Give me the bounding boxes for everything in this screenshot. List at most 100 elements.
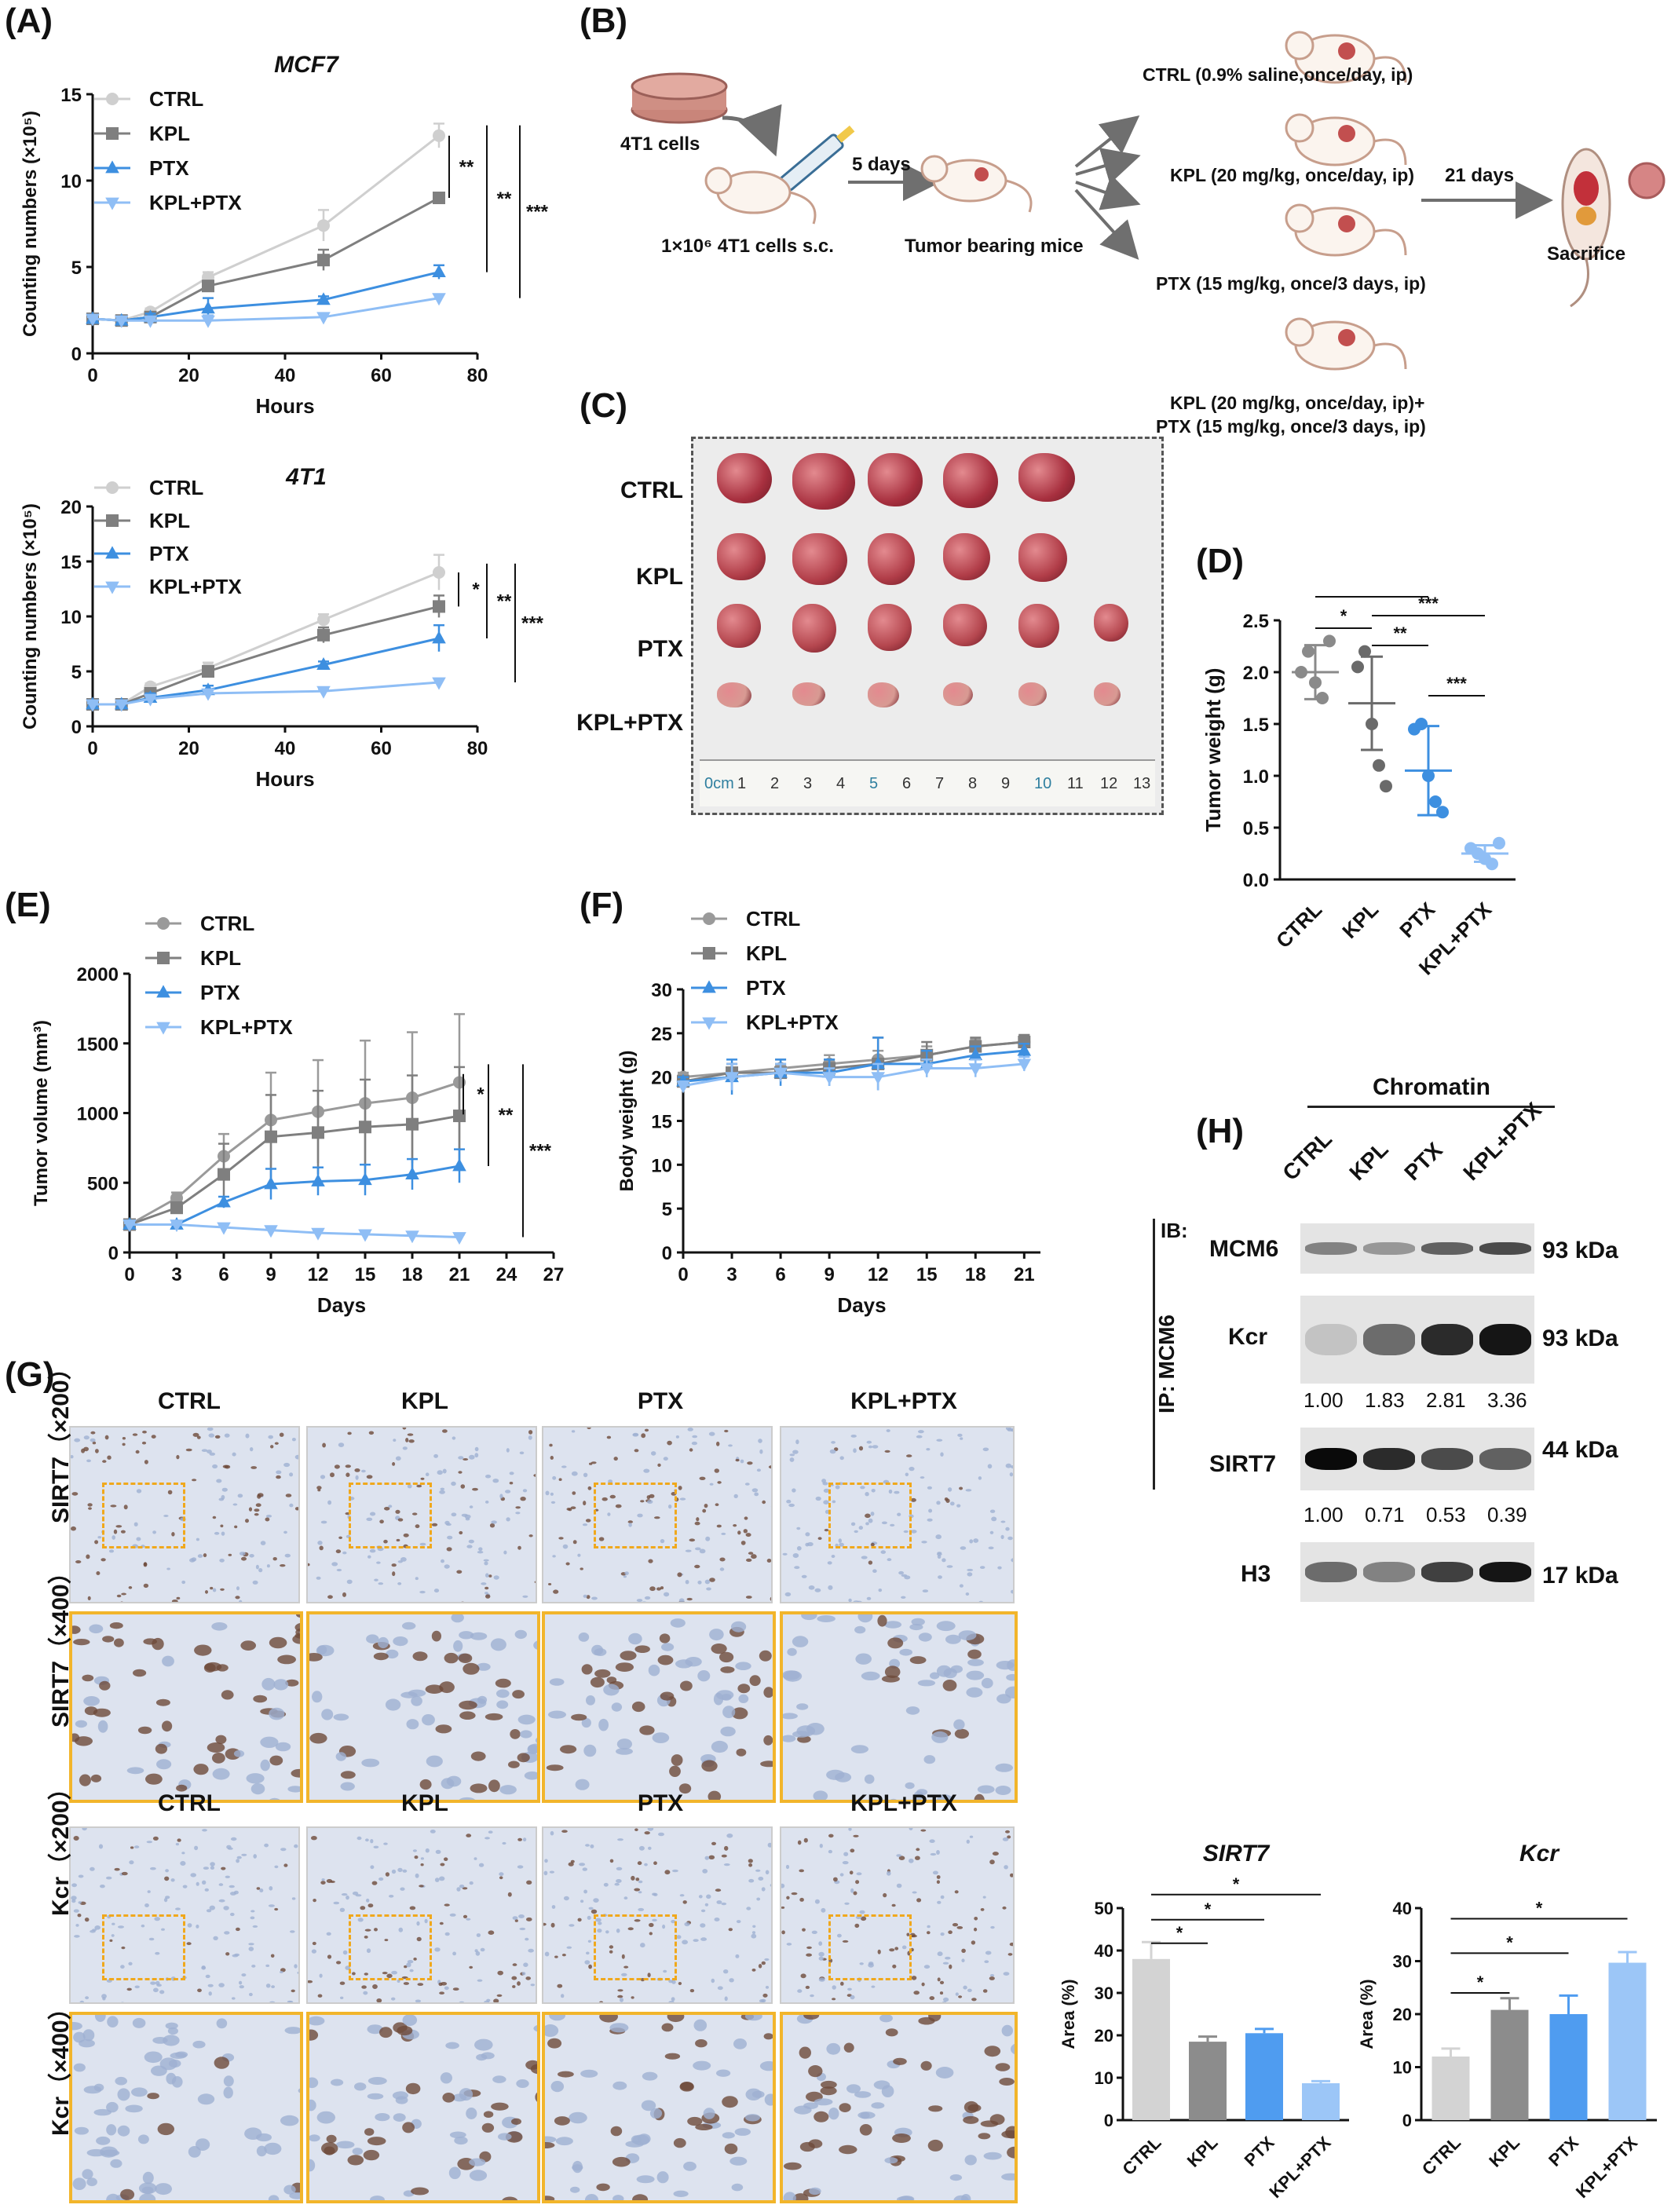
tumor-sample (717, 453, 772, 503)
bar-group-ctrl (1132, 1940, 1170, 2120)
wb-row-label-mcm6: MCM6 (1209, 1236, 1279, 1262)
bar (1432, 2057, 1470, 2120)
wb-band (1421, 1324, 1473, 1355)
data-point (316, 292, 331, 305)
data-point (1358, 645, 1371, 658)
tumor-sample (943, 533, 990, 580)
x-tick-label: 40 (275, 738, 296, 759)
data-point (1380, 780, 1392, 793)
data-point (170, 1191, 183, 1205)
x-tick-label: CTRL (1118, 2133, 1165, 2179)
legend-marker (702, 1017, 716, 1030)
data-point (773, 1067, 788, 1080)
tumor-sample (1094, 682, 1121, 706)
wb-row-label-kcr: Kcr (1228, 1324, 1268, 1350)
legend-label: PTX (149, 542, 189, 565)
data-point (358, 1172, 372, 1186)
data-point (452, 1232, 466, 1245)
series-kpl-ptx: KPL+PTX (86, 191, 446, 328)
sig-4t1-1-label: * (472, 580, 480, 601)
lane-label-kpl-ptx: KPL+PTX (1458, 1097, 1546, 1186)
sig-e-2-label: ** (499, 1105, 514, 1126)
legend-label: PTX (149, 156, 189, 180)
tumor-sample (943, 453, 998, 508)
ihc-zoom-image (306, 1611, 540, 1803)
legend-label: KPL (149, 122, 190, 145)
y-tick-label: 5 (71, 662, 82, 683)
y-tick-label: 1.5 (1243, 715, 1269, 736)
x-tick-label: 60 (371, 365, 392, 386)
legend-marker (105, 581, 119, 594)
ruler-tick-label: 1 (737, 775, 747, 792)
x-tick-label: KPL+PTX (1572, 2133, 1641, 2202)
y-tick-label: 25 (651, 1024, 672, 1045)
legend-label: CTRL (746, 907, 800, 931)
data-point (311, 1227, 325, 1241)
data-point (202, 280, 214, 293)
series-kpl: KPL (86, 122, 445, 327)
panel-label-e: (E) (5, 886, 51, 924)
ruler-tick-label: 10 (1034, 775, 1052, 792)
wb-band (1421, 1448, 1473, 1470)
series-line (92, 297, 440, 322)
x-tick-label: 21 (1014, 1264, 1035, 1285)
y-tick-label: 0 (108, 1243, 119, 1264)
dissected-mouse-icon (1561, 148, 1611, 308)
y-tick-label: 1.0 (1243, 766, 1269, 788)
label-chromatin: Chromatin (1373, 1074, 1490, 1100)
zoom-region-box (594, 1483, 677, 1548)
row-label-kpl: KPL (636, 564, 683, 590)
sig-label: *** (1418, 594, 1439, 613)
series-ctrl: CTRL (86, 476, 445, 711)
series-line (130, 1164, 460, 1226)
ihc-zoom-image (69, 1611, 303, 1803)
ruler-tick-label: 12 (1100, 775, 1118, 792)
y-tick-label: 1000 (77, 1104, 119, 1125)
x-tick-label: 80 (467, 738, 488, 759)
sig-label: * (1233, 1874, 1240, 1894)
row-label-kpl-ptx: KPL+PTX (576, 710, 683, 736)
x-tick-label: 15 (355, 1264, 376, 1285)
lane-label-kpl: KPL (1344, 1136, 1393, 1186)
tumor-sample (792, 453, 855, 510)
zoom-region-box (828, 1914, 912, 1980)
legend-marker (105, 197, 119, 210)
panel-b-schematic: 4T1 cells 1×10⁶ 4T1 cells s.c. 5 days Tu… (573, 0, 1671, 440)
wb-row-label-h3: H3 (1241, 1561, 1271, 1587)
ihc-col-kpl: KPL (401, 1790, 448, 1816)
x-axis-label: Hours (255, 394, 314, 418)
legend-label: CTRL (200, 912, 254, 935)
legend-label: CTRL (149, 87, 203, 111)
x-tick-label: 18 (965, 1264, 986, 1285)
series-ctrl: CTRL (86, 87, 445, 327)
legend-label: KPL (149, 509, 190, 532)
ihc-overview-image (780, 1826, 1015, 2004)
ihc-overview-image (69, 1426, 300, 1603)
row-label-ctrl: CTRL (620, 477, 683, 503)
data-point (86, 313, 100, 327)
y-tick-label: 10 (1095, 2068, 1113, 2088)
label-tumor-bearing-mice: Tumor bearing mice (905, 236, 1084, 257)
label-group-combo-2: PTX (15 mg/kg, once/3 days, ip) (1156, 416, 1426, 437)
sig-label: * (1506, 1932, 1513, 1952)
y-tick-label: 30 (1393, 1952, 1412, 1972)
ihc-overview-image (780, 1426, 1015, 1603)
ihc-row-sirt7-400: SIRT7（×400） (48, 1560, 74, 1728)
tumor-sample (717, 682, 751, 707)
data-point (1017, 1043, 1032, 1056)
series-line (129, 1114, 460, 1226)
data-point (1351, 660, 1364, 674)
ihc-overview-image (69, 1826, 300, 2004)
sig-label: * (1477, 1973, 1484, 1992)
zoom-region-box (102, 1483, 185, 1548)
x-tick-label: KPL (1337, 898, 1383, 943)
data-point (201, 301, 215, 314)
y-tick-label: 0 (71, 717, 82, 738)
ihc-row-kcr-200: Kcr（×200） (48, 1776, 74, 1916)
data-point (1415, 718, 1428, 730)
chromatin-bracket-line (1307, 1106, 1555, 1108)
schematic-graphics (631, 31, 1666, 371)
ihc-zoom-image (780, 2012, 1018, 2203)
data-point (264, 1176, 278, 1190)
data-point (406, 1117, 419, 1131)
